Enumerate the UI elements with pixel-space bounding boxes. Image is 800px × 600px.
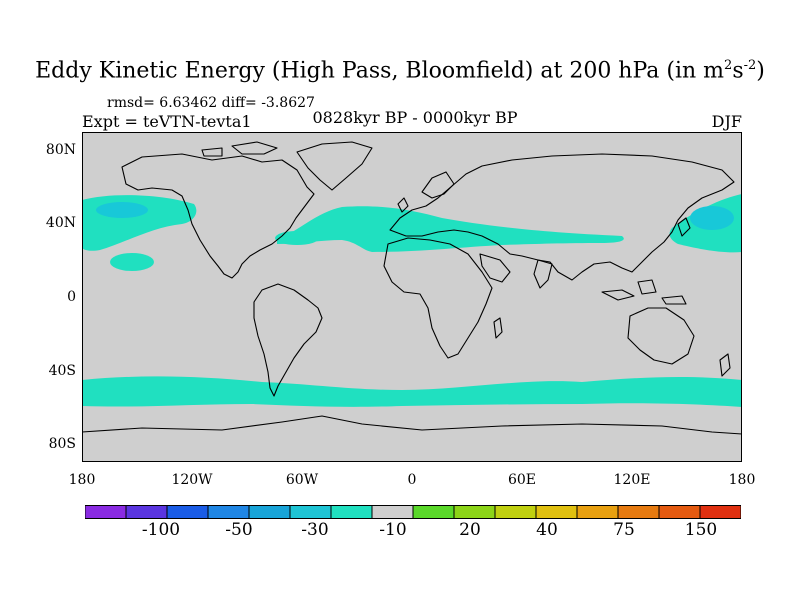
map-frame (82, 132, 742, 462)
coast-japan (677, 217, 691, 237)
colorbar-label: -50 (225, 520, 253, 540)
coast-madagascar (493, 317, 503, 339)
colorbar-label: -30 (301, 520, 329, 540)
colorbar-box (617, 505, 660, 519)
colorbar-box (207, 505, 250, 519)
anomaly-cores (96, 202, 734, 230)
coast-antarctica (82, 415, 742, 435)
colorbar-label: -10 (379, 520, 407, 540)
coast-greenland (296, 141, 373, 191)
colorbar-box (576, 505, 619, 519)
colorbar-label: 75 (613, 520, 635, 540)
colorbar-box (699, 505, 741, 519)
coast-arabia (479, 253, 511, 283)
coast-africa (383, 237, 493, 359)
lat-label-40n: 40N (45, 215, 76, 231)
colorbar-box (658, 505, 701, 519)
anomaly-subtropical-pacific-blob (110, 253, 154, 271)
coastlines (82, 141, 742, 435)
colorbar-box (85, 505, 127, 519)
colorbar (85, 505, 741, 519)
colorbar-box (453, 505, 496, 519)
colorbar-box (494, 505, 537, 519)
colorbar-label: -100 (141, 520, 181, 540)
coast-india (533, 259, 553, 289)
colorbar-box (535, 505, 578, 519)
coast-north-america (121, 153, 315, 279)
colorbar-box (412, 505, 455, 519)
lon-label-120e: 120E (613, 472, 651, 488)
colorbar-label: 20 (459, 520, 481, 540)
stats-line: rmsd= 6.63462 diff= -3.8627 (107, 95, 315, 111)
world-map (82, 132, 742, 462)
lon-label-60w: 60W (285, 472, 319, 488)
coast-eurasia (389, 153, 735, 281)
lon-label-120w: 120W (171, 472, 213, 488)
anomaly-gulf-blob (275, 231, 319, 245)
colorbar-box (371, 505, 414, 519)
lat-label-80s: 80S (48, 436, 76, 452)
coast-british-isles (397, 197, 409, 213)
lat-label-40s: 40S (48, 363, 76, 379)
colorbar-box (289, 505, 332, 519)
coast-se-asia-islands (601, 279, 687, 305)
coast-scandinavia (421, 171, 455, 199)
lon-label-0: 0 (407, 472, 417, 488)
colorbar-box (248, 505, 291, 519)
period-label: 0828kyr BP - 0000kyr BP (312, 108, 518, 127)
colorbar-box (166, 505, 209, 519)
coast-new-zealand (719, 353, 731, 377)
colorbar-label: 150 (684, 520, 718, 540)
colorbar-box (330, 505, 373, 519)
anomaly-core-north-pacific (96, 202, 148, 218)
season-label: DJF (711, 112, 742, 131)
coast-australia (627, 307, 695, 365)
coast-south-america (253, 283, 323, 397)
lat-label-80n: 80N (45, 142, 76, 158)
lat-label-0: 0 (67, 289, 76, 305)
anomaly-atlantic-eurasian-jet (277, 206, 624, 252)
colorbar-label: 40 (536, 520, 558, 540)
plot-title: Eddy Kinetic Energy (High Pass, Bloomfie… (35, 58, 765, 84)
lon-label-60e: 60E (507, 472, 537, 488)
coast-arctic-islands (201, 141, 278, 157)
anomaly-fields (82, 194, 742, 407)
lon-label-180e: 180 (728, 472, 756, 488)
map-background (82, 132, 742, 462)
anomaly-southern-band (82, 376, 742, 407)
lon-label-180w: 180 (68, 472, 96, 488)
anomaly-core-japan (690, 206, 734, 230)
colorbar-box (125, 505, 168, 519)
experiment-label: Expt = teVTN-tevta1 (82, 112, 252, 131)
